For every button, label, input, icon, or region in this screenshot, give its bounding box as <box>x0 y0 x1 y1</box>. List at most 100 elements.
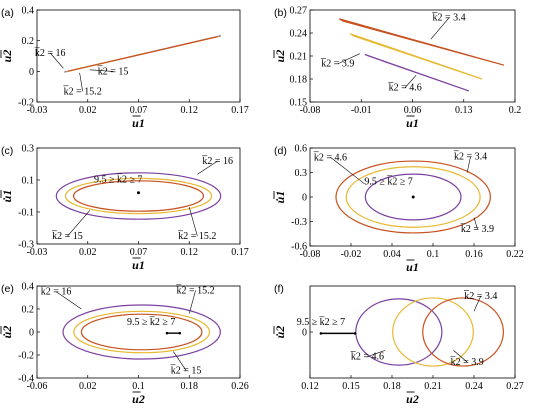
y-tick-label: -0.6 <box>291 242 307 253</box>
annotation-leader <box>188 207 198 237</box>
y-axis-label: u̇1 <box>273 191 287 204</box>
series-line-3 <box>67 36 218 72</box>
x-tick-label: 0.07 <box>130 105 148 116</box>
segment-endpoint <box>319 332 323 335</box>
annotation-label: k̅2 = 3.4 <box>432 12 466 24</box>
orbit-ellipse-3 <box>422 297 504 367</box>
x-tick-label: 0.22 <box>506 249 524 260</box>
x-tick-label: 0.06 <box>404 105 422 116</box>
panel-label: (d) <box>274 145 287 157</box>
x-tick-label: -0.03 <box>27 105 48 116</box>
y-axis-label: u̇2 <box>0 326 14 339</box>
panel-4: -0.08 -0.02 0.04 0.1 0.16 0.22 -0.6 -0.3 0 0.3 0.6… <box>273 144 524 275</box>
orbit-ellipse-1 <box>335 160 491 234</box>
annotation-label: k̅2 = 3.9 <box>321 58 355 70</box>
annotation-label: k̅2 = 16 <box>202 155 233 167</box>
annotation-leader <box>367 350 386 357</box>
y-tick-label: 0 <box>302 193 307 204</box>
x-tick-label: -0.02 <box>341 249 362 260</box>
series-line-2 <box>349 33 483 80</box>
y-axis-label: u2 <box>0 50 14 63</box>
x-axis-label: u1 <box>132 258 145 272</box>
annotation-label: k̅2 = 3.9 <box>460 223 494 235</box>
annotation-label: k̅2 = 15 <box>51 230 82 242</box>
x-tick-label: -0.08 <box>300 249 321 260</box>
annotation-label: k̅2 = 15.2 <box>63 86 102 98</box>
x-axis-label: u2 <box>406 392 419 406</box>
x-tick-label: -0.08 <box>300 105 321 116</box>
annotation-leader <box>473 217 478 230</box>
annotation-leader <box>173 351 187 371</box>
x-tick-label: 0.12 <box>181 105 199 116</box>
annotation-leader <box>404 74 417 88</box>
panel-label: (f) <box>274 283 284 295</box>
x-tick-label: 0.17 <box>231 247 249 258</box>
annotation-label: k̅2 = 15.2 <box>176 285 215 297</box>
y-tick-label: -0.3 <box>18 240 34 251</box>
fixed-point <box>137 191 140 195</box>
y-axis-label: u2 <box>273 50 287 63</box>
x-tick-label: 0.1 <box>132 381 145 392</box>
x-tick-label: 0.16 <box>465 249 483 260</box>
y-axis-label: u̇1 <box>0 190 14 203</box>
series-line-3 <box>364 53 470 92</box>
x-tick-label: 0.1 <box>427 249 440 260</box>
annotation-label: 9.5 ≥ k̅2 ≥ 7 <box>127 316 175 328</box>
x-tick-label: 0.13 <box>455 105 473 116</box>
annotation-label: k̅2 = 3.4 <box>464 290 498 302</box>
annotation-leader <box>49 52 64 69</box>
annotation-label: k̅2 = 4.6 <box>350 351 384 363</box>
annotation-label: k̅2 = 15.2 <box>178 230 217 242</box>
y-tick-label: 0.15 <box>290 98 308 109</box>
x-tick-label: 0.2 <box>509 105 522 116</box>
y-tick-label: -0.3 <box>291 217 307 228</box>
annotation-leader <box>197 160 218 175</box>
segment-endpoint <box>165 331 169 335</box>
y-tick-label: 0.3 <box>295 168 308 179</box>
x-tick-label: 0.07 <box>130 247 148 258</box>
x-axis-label: u2 <box>132 392 145 406</box>
orbit-ellipse-3 <box>72 180 205 212</box>
annotation-leader <box>430 17 450 40</box>
annotation-label: k̅2 = 3.4 <box>453 151 487 163</box>
annotation-leader <box>473 295 482 312</box>
x-tick-label: 0.18 <box>383 381 401 392</box>
orbit-ellipse-2 <box>345 166 481 228</box>
x-tick-label: 0.04 <box>383 249 401 260</box>
x-tick-label: -0.01 <box>351 105 372 116</box>
annotation-label: 9.5 ≥ k̅2 ≥ 7 <box>364 176 412 188</box>
y-tick-label: 0.21 <box>290 52 308 63</box>
panel-1: -0.03 0.02 0.07 0.12 0.17 -0.2 0 0.2 0.4 u1 u2 (a) k… <box>0 6 249 131</box>
y-tick-label: 0.2 <box>22 36 35 47</box>
x-tick-label: 0.02 <box>79 381 97 392</box>
x-tick-label: 0.02 <box>79 105 97 116</box>
x-tick-label: 0.02 <box>79 247 97 258</box>
annotation-label: k̅2 = 3.9 <box>450 356 484 368</box>
annotation-label: 9.5 ≥ k̅2 ≥ 7 <box>94 174 142 186</box>
annotation-leader <box>89 69 114 72</box>
orbit-ellipse-1 <box>355 298 443 366</box>
y-axis-label: u̇2 <box>273 326 287 339</box>
annotation-label: k̅2 = 15 <box>97 66 128 78</box>
fixed-point <box>411 195 415 199</box>
y-tick-label: 0.24 <box>290 29 308 40</box>
y-tick-label: -0.4 <box>18 374 34 385</box>
annotation-leader <box>453 350 468 363</box>
annotation-leader <box>67 210 91 237</box>
x-tick-label: 0.18 <box>181 381 199 392</box>
x-tick-label: -0.03 <box>27 247 48 258</box>
orbit-ellipse-2 <box>73 310 211 354</box>
segment-endpoint <box>178 331 182 335</box>
y-tick-label: 0.2 <box>22 305 35 316</box>
y-tick-label: 0 <box>302 328 307 339</box>
x-tick-label: 0.24 <box>465 381 483 392</box>
x-tick-label: 0.26 <box>231 381 249 392</box>
y-tick-label: 0.3 <box>22 144 35 155</box>
panel-label: (b) <box>274 7 287 19</box>
orbit-ellipse-1 <box>62 304 221 360</box>
x-tick-label: 0.15 <box>342 381 360 392</box>
annotation-leader <box>466 156 471 173</box>
y-tick-label: -0.2 <box>18 351 34 362</box>
y-tick-label: 0.4 <box>22 6 35 17</box>
